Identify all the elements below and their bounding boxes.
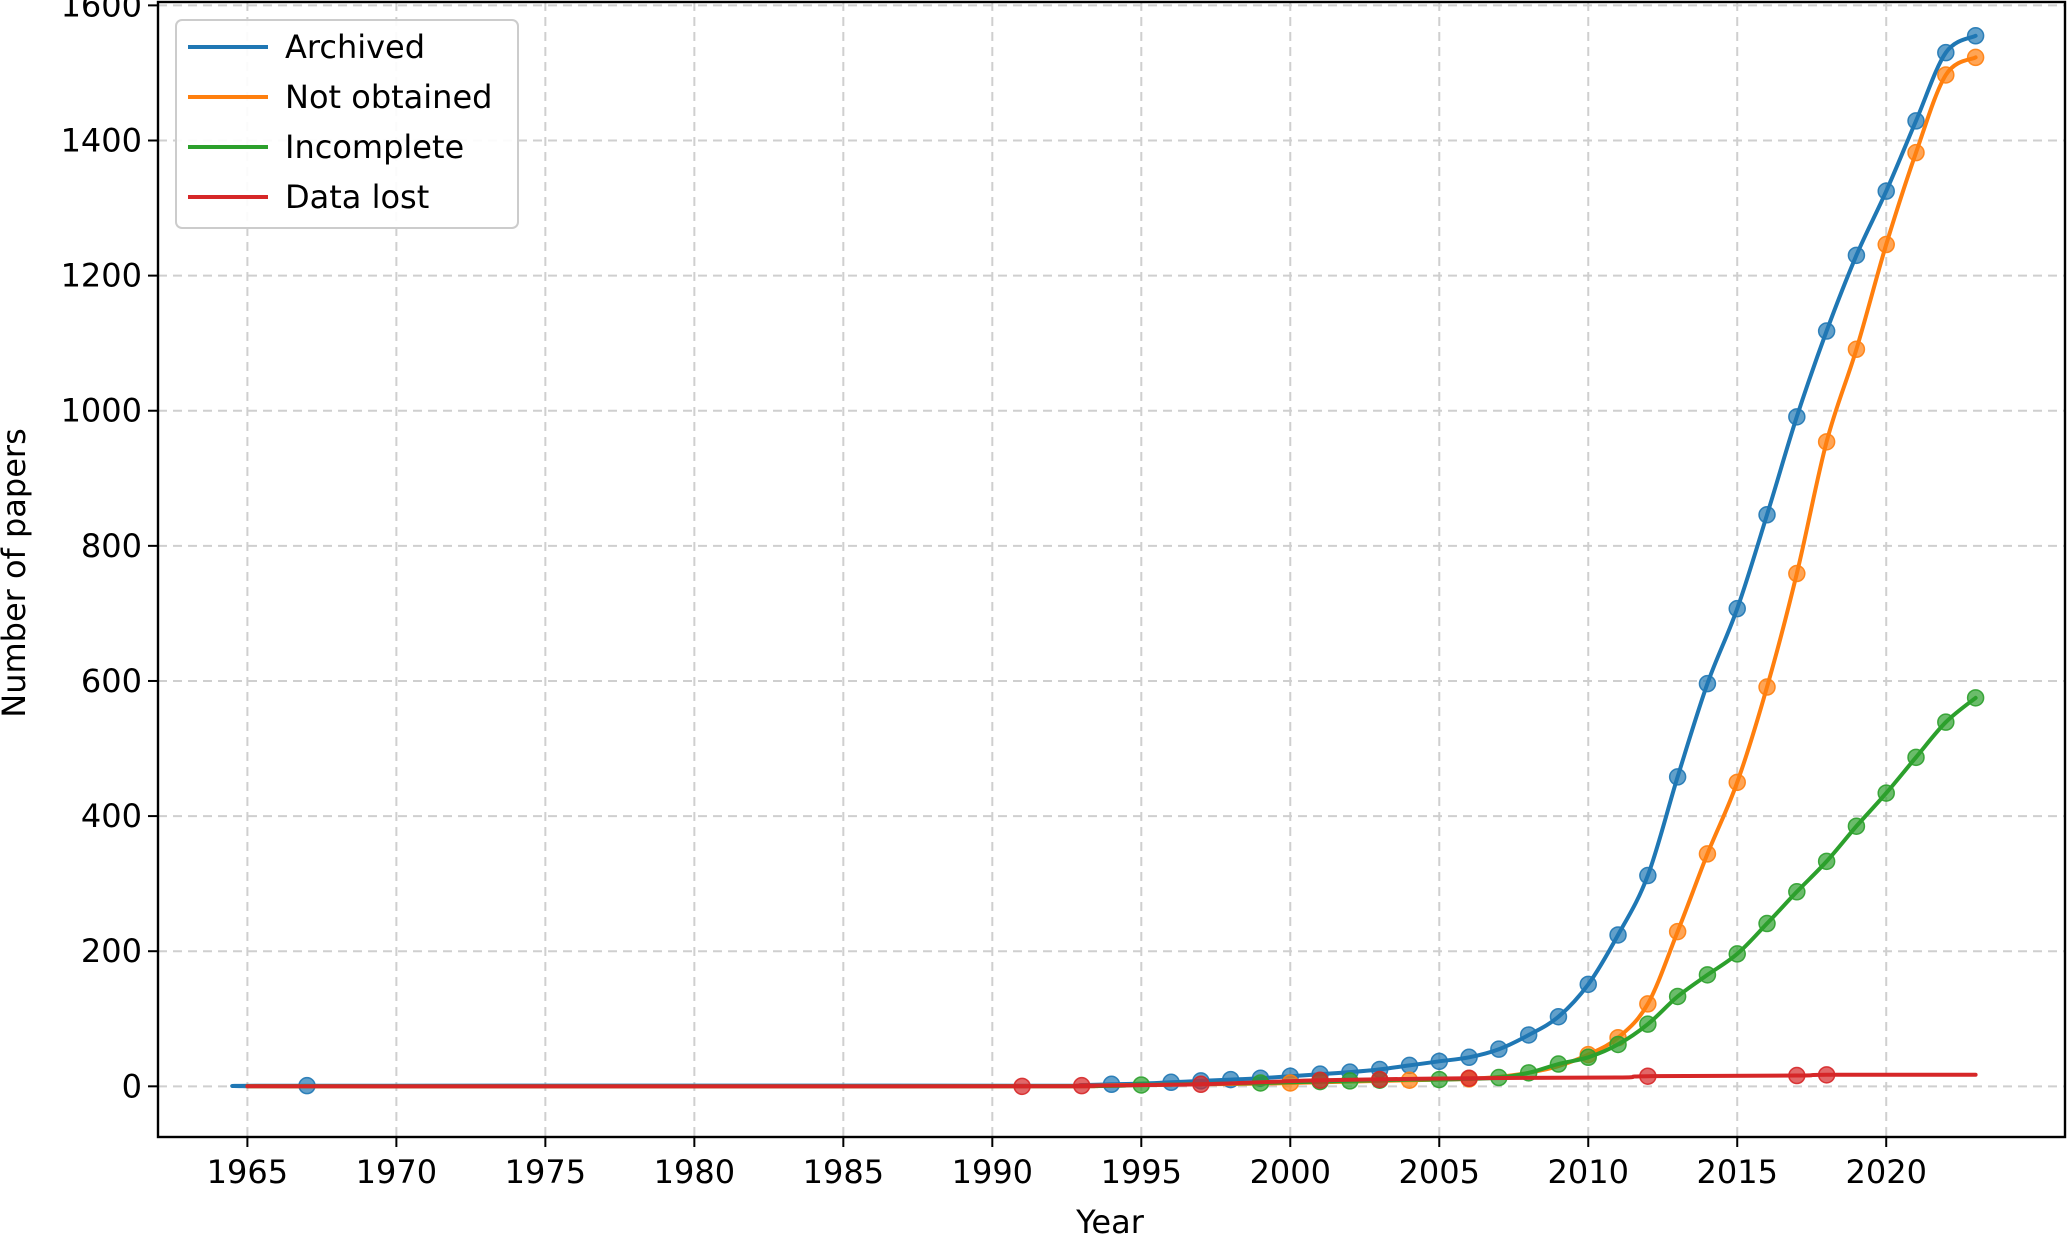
data-point-data-lost xyxy=(1639,1067,1657,1085)
y-tick-label: 1200 xyxy=(61,257,142,295)
data-point-data-lost xyxy=(1311,1071,1329,1089)
x-tick-label: 2000 xyxy=(1250,1153,1331,1191)
data-point-archived xyxy=(1847,246,1866,265)
data-point-archived xyxy=(1728,599,1746,618)
series-layer xyxy=(230,27,1985,1096)
y-tick-label: 600 xyxy=(81,662,142,700)
data-point-archived xyxy=(1966,27,1985,45)
data-point-not-obtained xyxy=(1907,143,1925,162)
axis-ticks: 1965 1970 1975 1980 1985 1990 1995 2000 2005 2010… xyxy=(61,0,1927,1191)
y-tick-label: 1400 xyxy=(61,121,142,159)
data-point-archived xyxy=(1549,1007,1568,1026)
data-point-not-obtained xyxy=(1817,433,1836,451)
legend: Archived Not obtained Incomplete Data lost xyxy=(175,19,519,229)
data-point-archived xyxy=(1579,975,1597,994)
y-tick-label: 1600 xyxy=(61,0,142,24)
x-tick-label: 2010 xyxy=(1548,1153,1629,1191)
data-point-incomplete xyxy=(1966,689,1985,707)
data-point-data-lost xyxy=(1192,1075,1210,1094)
data-point-incomplete xyxy=(1639,1015,1657,1033)
plot-frame xyxy=(156,0,2067,1139)
y-tick-label: 400 xyxy=(81,797,142,835)
legend-label-archived: Archived xyxy=(285,28,425,66)
data-point-not-obtained xyxy=(1668,922,1687,941)
y-tick-label: 200 xyxy=(81,932,142,970)
y-tick-label: 0 xyxy=(122,1067,142,1105)
legend-label-not-obtained: Not obtained xyxy=(285,78,492,116)
x-tick-label: 2020 xyxy=(1846,1153,1927,1191)
data-point-data-lost xyxy=(1370,1070,1389,1089)
data-point-not-obtained xyxy=(1877,235,1895,254)
data-point-archived xyxy=(1788,408,1806,426)
x-axis-label: Year xyxy=(1075,1203,1145,1235)
data-point-not-obtained xyxy=(1966,48,1985,67)
data-point-incomplete xyxy=(1788,883,1806,901)
data-point-archived xyxy=(1758,506,1776,524)
data-point-incomplete xyxy=(1668,987,1687,1006)
x-tick-label: 1965 xyxy=(207,1153,288,1191)
data-point-data-lost xyxy=(1013,1077,1031,1096)
data-point-data-lost xyxy=(1817,1066,1836,1084)
data-point-not-obtained xyxy=(1847,340,1866,359)
data-point-data-lost xyxy=(1460,1069,1478,1087)
x-tick-label: 1980 xyxy=(654,1153,735,1191)
data-point-incomplete xyxy=(1817,852,1836,871)
data-point-incomplete xyxy=(1609,1035,1627,1054)
data-point-archived xyxy=(1400,1056,1419,1075)
data-point-incomplete xyxy=(1698,966,1717,984)
y-tick-label: 800 xyxy=(81,527,142,565)
legend-label-data-lost: Data lost xyxy=(285,178,429,216)
data-point-archived xyxy=(1937,43,1955,62)
data-point-archived xyxy=(1430,1052,1449,1071)
data-point-archived xyxy=(1162,1073,1180,1092)
data-point-archived xyxy=(1460,1048,1478,1067)
y-axis-label: Number of papers xyxy=(0,428,33,717)
series-line-incomplete xyxy=(245,695,1978,1089)
x-tick-label: 1990 xyxy=(952,1153,1033,1191)
data-point-incomplete xyxy=(1758,914,1776,933)
data-point-not-obtained xyxy=(1788,564,1806,583)
data-point-not-obtained xyxy=(1937,66,1955,84)
data-point-archived xyxy=(1609,926,1627,944)
data-point-not-obtained xyxy=(1698,845,1717,863)
x-tick-label: 1985 xyxy=(803,1153,884,1191)
data-point-not-obtained xyxy=(1728,773,1746,792)
data-point-data-lost xyxy=(1072,1076,1091,1095)
x-tick-label: 1995 xyxy=(1101,1153,1182,1191)
data-point-data-lost xyxy=(1788,1066,1806,1085)
data-point-incomplete xyxy=(1847,817,1866,835)
x-tick-label: 1970 xyxy=(356,1153,437,1191)
data-point-archived xyxy=(1877,182,1895,200)
legend-label-incomplete: Incomplete xyxy=(285,128,464,166)
x-tick-label: 2015 xyxy=(1697,1153,1778,1191)
data-point-incomplete xyxy=(1877,784,1895,802)
plot-area-border xyxy=(156,0,2067,1139)
data-point-incomplete xyxy=(1579,1048,1597,1067)
data-point-archived xyxy=(1668,768,1687,786)
legend-box xyxy=(175,19,519,229)
data-point-archived xyxy=(1817,322,1836,340)
data-point-archived xyxy=(1519,1026,1538,1044)
data-point-archived xyxy=(1698,674,1717,693)
data-point-incomplete xyxy=(1907,748,1925,767)
data-point-archived xyxy=(1490,1040,1508,1058)
x-tick-label: 2005 xyxy=(1399,1153,1480,1191)
data-point-archived xyxy=(1907,112,1925,130)
data-point-not-obtained xyxy=(1758,678,1776,696)
x-tick-label: 1975 xyxy=(505,1153,586,1191)
data-point-incomplete xyxy=(1937,713,1955,731)
data-point-incomplete xyxy=(1549,1055,1568,1073)
data-point-incomplete xyxy=(1728,945,1746,963)
data-point-not-obtained xyxy=(1639,995,1657,1013)
y-tick-label: 1000 xyxy=(61,392,142,430)
data-point-archived xyxy=(1639,866,1657,885)
